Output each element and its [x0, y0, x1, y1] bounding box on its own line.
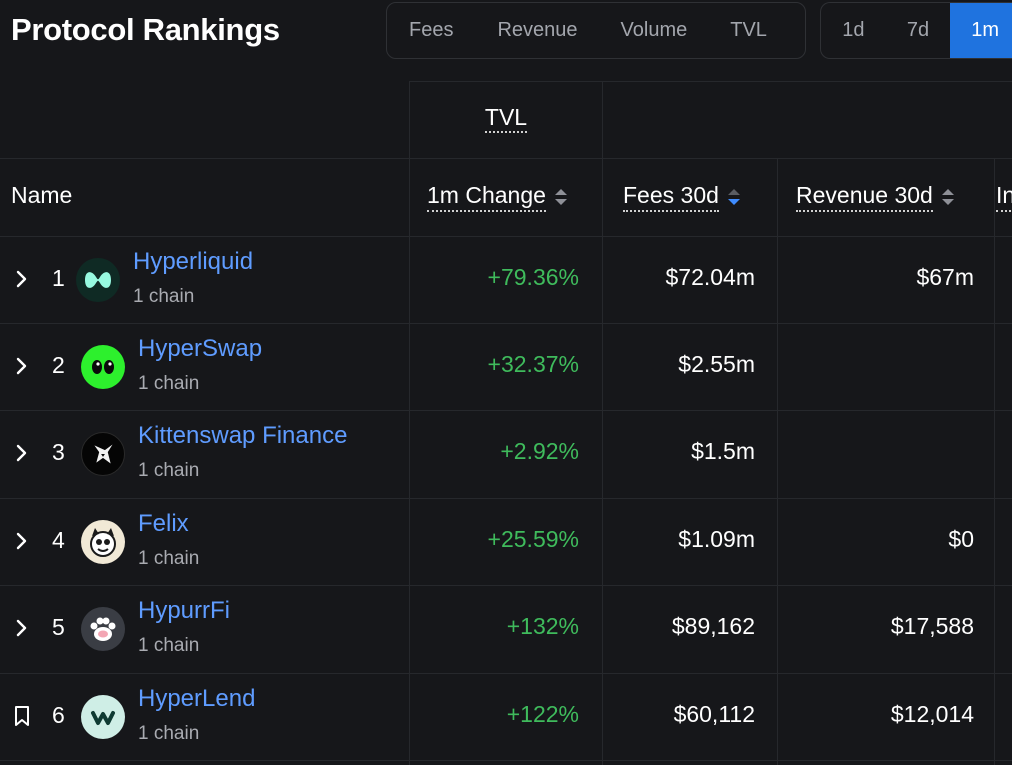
column-header-fees[interactable]: Fees 30d — [623, 182, 740, 212]
row-divider — [0, 323, 1012, 324]
table-row: 6 HyperLend 1 chain +122% $60,112 $12,01… — [0, 674, 1012, 761]
hyperliquid-logo — [76, 258, 120, 302]
column-header-change[interactable]: 1m Change — [427, 182, 567, 212]
fees-value: $2.55m — [678, 351, 755, 377]
kittenswap-logo — [81, 432, 125, 476]
hypurrfi-logo — [81, 607, 125, 651]
chevron-right-icon[interactable] — [14, 356, 30, 376]
chain-count[interactable]: 1 chain — [138, 723, 200, 744]
chain-count[interactable]: 1 chain — [138, 460, 200, 481]
sort-icon — [554, 189, 567, 205]
header-divider — [410, 81, 1012, 82]
table-row: 5 HypurrFi 1 chain +132% $89,162 $17,588 — [0, 586, 1012, 673]
chain-count[interactable]: 1 chain — [138, 373, 200, 394]
chevron-right-icon[interactable] — [14, 531, 30, 551]
row-rank: 1 — [52, 265, 65, 291]
row-divider — [0, 673, 1012, 674]
tab-7d[interactable]: 7d — [906, 19, 930, 41]
row-rank: 2 — [52, 352, 65, 378]
fees-value: $72.04m — [665, 264, 755, 290]
row-rank: 4 — [52, 527, 65, 553]
table-row: 2 HyperSwap 1 chain +32.37% $2.55m — [0, 324, 1012, 411]
column-header-revenue[interactable]: Revenue 30d — [796, 182, 954, 212]
row-rank: 5 — [52, 614, 65, 640]
table-row: 3 Kittenswap Finance 1 chain +2.92% $1.5… — [0, 411, 1012, 498]
tvl-change-value: +2.92% — [500, 438, 579, 464]
fees-value: $60,112 — [673, 701, 755, 727]
tab-revenue[interactable]: Revenue — [497, 19, 578, 41]
column-header-name: Name — [11, 182, 73, 208]
hyperswap-logo — [81, 345, 125, 389]
fees-value: $1.09m — [678, 526, 755, 552]
tab-1m[interactable]: 1m — [950, 3, 1012, 58]
row-rank: 3 — [52, 439, 65, 465]
row-divider — [0, 498, 1012, 499]
protocol-name-link[interactable]: HypurrFi — [138, 597, 231, 624]
revenue-value: $17,588 — [890, 613, 974, 639]
bookmark-icon[interactable] — [12, 705, 32, 727]
tvl-change-value: +32.37% — [487, 351, 579, 377]
column-divider — [994, 158, 995, 765]
protocol-name-link[interactable]: HyperSwap — [138, 335, 263, 362]
chevron-right-icon[interactable] — [14, 618, 30, 638]
page-title: Protocol Rankings — [11, 12, 280, 47]
protocol-name-link[interactable]: Kittenswap Finance — [138, 422, 348, 449]
tab-volume[interactable]: Volume — [620, 19, 688, 41]
column-divider — [409, 81, 410, 765]
tvl-change-value: +122% — [506, 701, 579, 727]
protocol-name-link[interactable]: Hyperliquid — [133, 248, 254, 275]
column-header-partial[interactable]: In — [996, 182, 1012, 212]
tvl-change-value: +25.59% — [487, 526, 579, 552]
chain-count[interactable]: 1 chain — [138, 548, 200, 569]
tab-1d[interactable]: 1d — [842, 19, 865, 41]
table-row: 4 Felix 1 chain +25.59% $1.09m $0 — [0, 499, 1012, 586]
table-row: 1 Hyperliquid 1 chain +79.36% $72.04m $6… — [0, 237, 1012, 324]
sort-icon — [941, 189, 954, 205]
sort-desc-icon — [727, 189, 740, 205]
column-header-revenue-label: Revenue 30d — [796, 182, 933, 212]
row-rank: 6 — [52, 702, 65, 728]
tab-tvl[interactable]: TVL — [730, 19, 767, 41]
revenue-value: $0 — [948, 526, 974, 552]
header-divider — [0, 236, 1012, 237]
chain-count[interactable]: 1 chain — [138, 635, 200, 656]
fees-value: $89,162 — [671, 613, 755, 639]
tab-fees[interactable]: Fees — [409, 19, 454, 41]
period-tab-group: 1d 7d 1m — [820, 2, 1012, 59]
row-divider — [0, 760, 1012, 761]
revenue-value: $12,014 — [890, 701, 974, 727]
column-header-fees-label: Fees 30d — [623, 182, 719, 212]
column-divider — [777, 158, 778, 765]
chevron-right-icon[interactable] — [14, 269, 30, 289]
chain-count[interactable]: 1 chain — [133, 286, 195, 307]
revenue-value: $67m — [916, 264, 974, 290]
felix-logo — [81, 520, 125, 564]
tvl-group-label[interactable]: TVL — [484, 104, 528, 133]
tvl-change-value: +79.36% — [487, 264, 579, 290]
column-header-partial-label: In — [996, 182, 1012, 212]
row-divider — [0, 410, 1012, 411]
column-divider — [602, 81, 603, 765]
column-header-change-label: 1m Change — [427, 182, 546, 212]
tvl-change-value: +132% — [506, 613, 579, 639]
metric-tab-group: Fees Revenue Volume TVL — [386, 2, 806, 59]
chevron-right-icon[interactable] — [14, 443, 30, 463]
tvl-group-header: TVL — [410, 104, 602, 133]
protocol-name-link[interactable]: Felix — [138, 510, 189, 537]
fees-value: $1.5m — [691, 438, 755, 464]
row-divider — [0, 585, 1012, 586]
hyperlend-logo — [81, 695, 125, 739]
protocol-name-link[interactable]: HyperLend — [138, 685, 256, 712]
header-divider — [0, 158, 1012, 159]
